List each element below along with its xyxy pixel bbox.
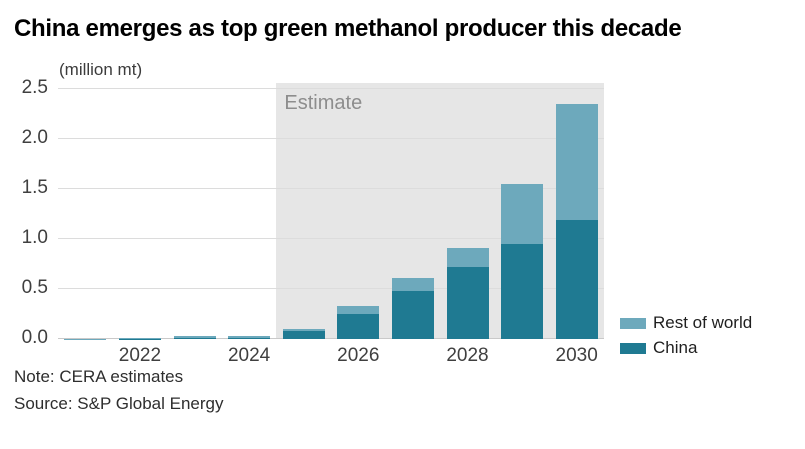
note-text: Note: CERA estimates (14, 367, 184, 386)
bar-2026-rest-of-world (337, 306, 380, 314)
legend-swatch-china (620, 342, 646, 354)
bar-2027-china (391, 291, 434, 339)
legend: Rest of world China (620, 313, 752, 363)
gridline-y-2.0 (58, 138, 604, 139)
bar-2025-china (282, 331, 325, 339)
bar-2024-china (228, 337, 271, 339)
x-tick-label-2026: 2026 (337, 345, 380, 366)
gridline-y-0.5 (58, 288, 604, 289)
x-axis-labels: 2022 2024 2026 2028 2030 (58, 345, 604, 367)
y-tick-label-2.5: 2.5 (21, 77, 48, 98)
y-tick-label-0.0: 0.0 (21, 327, 48, 348)
y-tick-label-0.5: 0.5 (21, 277, 48, 298)
x-tick-label-2030: 2030 (555, 345, 598, 366)
bar-2025-rest-of-world (282, 329, 325, 331)
bar-2029-china (501, 244, 544, 339)
bar-2026-china (337, 314, 380, 339)
gridline-y-2.5 (58, 88, 604, 89)
plot-area: Estimate (58, 83, 604, 339)
x-tick-label-2022: 2022 (118, 345, 162, 366)
bar-2021-rest-of-world (64, 338, 107, 339)
legend-item-rest-of-world: Rest of world (620, 313, 752, 333)
gridline-y-1.5 (58, 188, 604, 189)
bar-2030-china (555, 220, 598, 339)
source-text: Source: S&P Global Energy (14, 394, 224, 413)
chart-title: China emerges as top green methanol prod… (14, 15, 682, 42)
bar-2022-china (118, 338, 161, 339)
bar-2024-rest-of-world (228, 336, 271, 338)
gridline-y-1.0 (58, 238, 604, 239)
legend-label-china: China (653, 338, 698, 357)
legend-item-china: China (620, 338, 752, 358)
y-tick-label-2.0: 2.0 (21, 127, 48, 148)
y-tick-label-1.0: 1.0 (21, 227, 48, 248)
gridline-y-0.0 (58, 338, 604, 339)
y-axis-labels: 0.0 0.5 1.0 1.5 2.0 2.5 (0, 78, 48, 348)
bar-2022-rest-of-world (118, 338, 161, 339)
bar-2023-rest-of-world (173, 336, 216, 339)
legend-label-rest-of-world: Rest of world (653, 313, 753, 332)
bar-2029-rest-of-world (501, 184, 544, 244)
estimate-region (276, 83, 604, 339)
unit-label: (million mt) (59, 60, 143, 79)
estimate-label: Estimate (284, 92, 363, 114)
bar-2030-rest-of-world (555, 104, 598, 220)
bar-2028-rest-of-world (446, 248, 489, 267)
x-tick-label-2028: 2028 (446, 345, 489, 366)
bar-2028-china (446, 267, 489, 339)
y-tick-label-1.5: 1.5 (21, 177, 48, 198)
bar-2023-china (173, 338, 216, 339)
bar-2027-rest-of-world (391, 278, 434, 291)
legend-swatch-rest-of-world (620, 317, 646, 329)
x-tick-label-2024: 2024 (227, 345, 271, 366)
